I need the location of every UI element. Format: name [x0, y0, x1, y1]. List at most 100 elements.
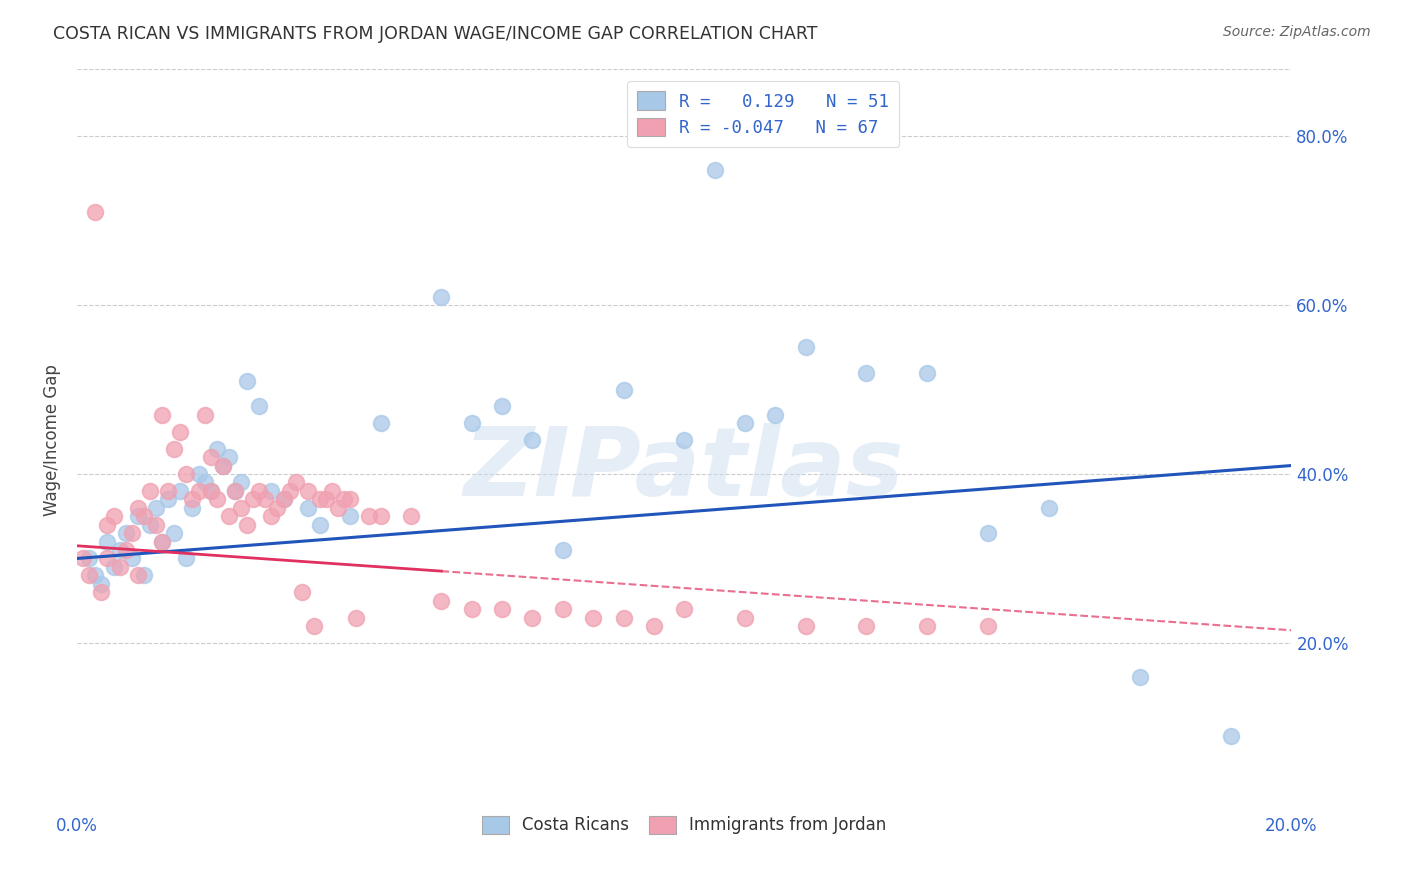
Point	[181, 500, 204, 515]
Point	[77, 551, 100, 566]
Point	[150, 534, 173, 549]
Point	[150, 408, 173, 422]
Point	[169, 483, 191, 498]
Point	[612, 383, 634, 397]
Point	[96, 534, 118, 549]
Point	[127, 509, 149, 524]
Point	[187, 483, 209, 498]
Point	[121, 526, 143, 541]
Point	[194, 475, 217, 490]
Point	[114, 543, 136, 558]
Point	[229, 475, 252, 490]
Point	[169, 425, 191, 439]
Point	[370, 417, 392, 431]
Point	[344, 610, 367, 624]
Point	[491, 400, 513, 414]
Point	[430, 290, 453, 304]
Point	[181, 492, 204, 507]
Point	[461, 602, 484, 616]
Point	[522, 433, 544, 447]
Point	[200, 483, 222, 498]
Point	[84, 205, 107, 219]
Point	[977, 619, 1000, 633]
Point	[278, 483, 301, 498]
Point	[734, 610, 756, 624]
Point	[855, 619, 877, 633]
Point	[266, 500, 288, 515]
Point	[163, 526, 186, 541]
Point	[703, 162, 725, 177]
Point	[200, 450, 222, 464]
Point	[297, 500, 319, 515]
Point	[673, 602, 696, 616]
Point	[399, 509, 422, 524]
Point	[297, 483, 319, 498]
Point	[260, 509, 283, 524]
Point	[247, 400, 270, 414]
Point	[333, 492, 356, 507]
Point	[643, 619, 665, 633]
Point	[211, 458, 233, 473]
Point	[794, 340, 817, 354]
Point	[77, 568, 100, 582]
Point	[139, 517, 162, 532]
Point	[273, 492, 295, 507]
Point	[357, 509, 380, 524]
Point	[157, 492, 180, 507]
Point	[582, 610, 605, 624]
Point	[673, 433, 696, 447]
Point	[218, 450, 240, 464]
Point	[103, 560, 125, 574]
Point	[108, 543, 131, 558]
Point	[84, 568, 107, 582]
Point	[127, 568, 149, 582]
Point	[150, 534, 173, 549]
Point	[430, 593, 453, 607]
Point	[176, 551, 198, 566]
Point	[90, 576, 112, 591]
Point	[794, 619, 817, 633]
Point	[229, 500, 252, 515]
Text: Source: ZipAtlas.com: Source: ZipAtlas.com	[1223, 25, 1371, 39]
Point	[1219, 729, 1241, 743]
Point	[90, 585, 112, 599]
Point	[855, 366, 877, 380]
Point	[127, 500, 149, 515]
Point	[224, 483, 246, 498]
Point	[339, 509, 361, 524]
Point	[236, 374, 259, 388]
Point	[218, 509, 240, 524]
Point	[309, 517, 332, 532]
Point	[163, 442, 186, 456]
Point	[114, 526, 136, 541]
Text: COSTA RICAN VS IMMIGRANTS FROM JORDAN WAGE/INCOME GAP CORRELATION CHART: COSTA RICAN VS IMMIGRANTS FROM JORDAN WA…	[53, 25, 818, 43]
Point	[224, 483, 246, 498]
Point	[145, 517, 167, 532]
Point	[1129, 670, 1152, 684]
Point	[96, 551, 118, 566]
Point	[72, 551, 94, 566]
Point	[977, 526, 1000, 541]
Point	[157, 483, 180, 498]
Point	[522, 610, 544, 624]
Point	[200, 483, 222, 498]
Y-axis label: Wage/Income Gap: Wage/Income Gap	[44, 364, 60, 516]
Point	[121, 551, 143, 566]
Point	[108, 560, 131, 574]
Point	[247, 483, 270, 498]
Point	[551, 602, 574, 616]
Point	[284, 475, 307, 490]
Point	[176, 467, 198, 481]
Point	[612, 610, 634, 624]
Point	[291, 585, 314, 599]
Point	[103, 509, 125, 524]
Point	[915, 366, 938, 380]
Point	[96, 517, 118, 532]
Point	[734, 417, 756, 431]
Point	[187, 467, 209, 481]
Point	[194, 408, 217, 422]
Point	[315, 492, 337, 507]
Point	[132, 568, 155, 582]
Point	[1038, 500, 1060, 515]
Point	[491, 602, 513, 616]
